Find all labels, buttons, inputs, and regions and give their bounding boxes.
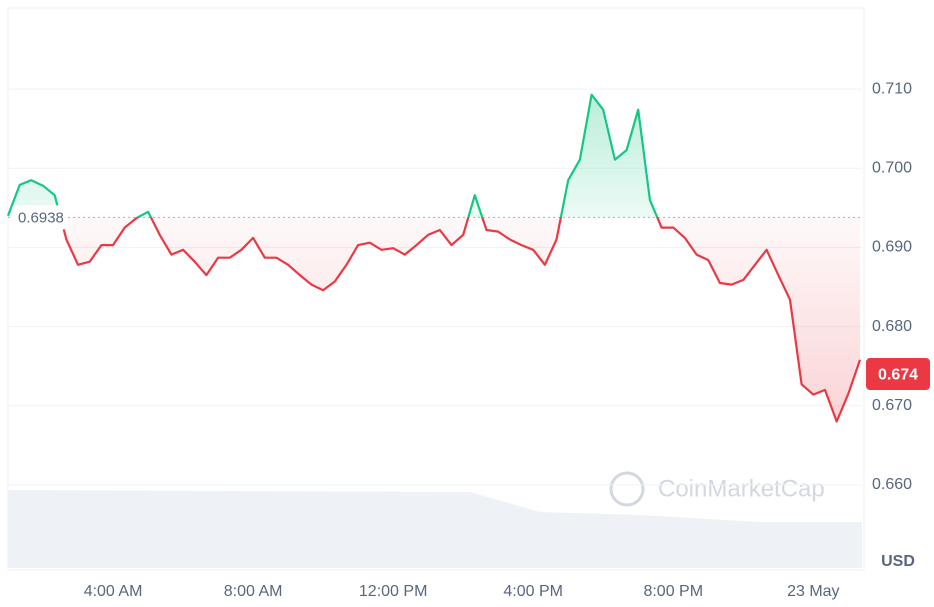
volume-area <box>8 490 862 568</box>
price-area <box>8 94 860 422</box>
x-tick-label: 4:00 AM <box>84 583 143 600</box>
baseline-label-bg <box>12 205 68 230</box>
y-tick-label: 0.670 <box>872 397 912 414</box>
y-tick-label: 0.700 <box>872 160 912 177</box>
baseline-label: 0.6938 <box>18 209 64 226</box>
watermark: CoinMarketCap <box>609 471 825 507</box>
current-price-badge <box>866 358 930 391</box>
current-price-label: 0.674 <box>878 366 918 383</box>
x-tick-label: 12:00 PM <box>359 583 427 600</box>
plot-frame <box>7 7 865 571</box>
y-tick-label: 0.710 <box>872 80 912 97</box>
y-unit: USD <box>881 553 915 570</box>
x-tick-label: 4:00 PM <box>503 583 563 600</box>
price-line <box>6 93 862 423</box>
x-tick-label: 23 May <box>787 583 839 600</box>
y-tick-label: 0.690 <box>872 239 912 256</box>
y-tick-label: 0.680 <box>872 318 912 335</box>
watermark-text: CoinMarketCap <box>658 475 825 502</box>
x-tick-label: 8:00 PM <box>643 583 703 600</box>
x-tick-label: 8:00 AM <box>224 583 283 600</box>
y-tick-label: 0.660 <box>872 476 912 493</box>
